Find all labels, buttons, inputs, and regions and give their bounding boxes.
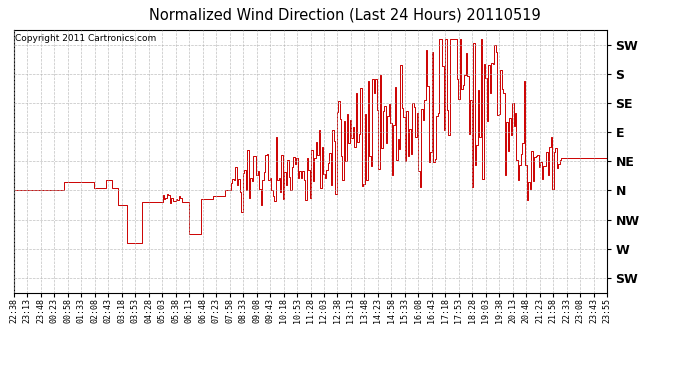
Text: Copyright 2011 Cartronics.com: Copyright 2011 Cartronics.com (15, 34, 156, 43)
Text: Normalized Wind Direction (Last 24 Hours) 20110519: Normalized Wind Direction (Last 24 Hours… (149, 8, 541, 22)
